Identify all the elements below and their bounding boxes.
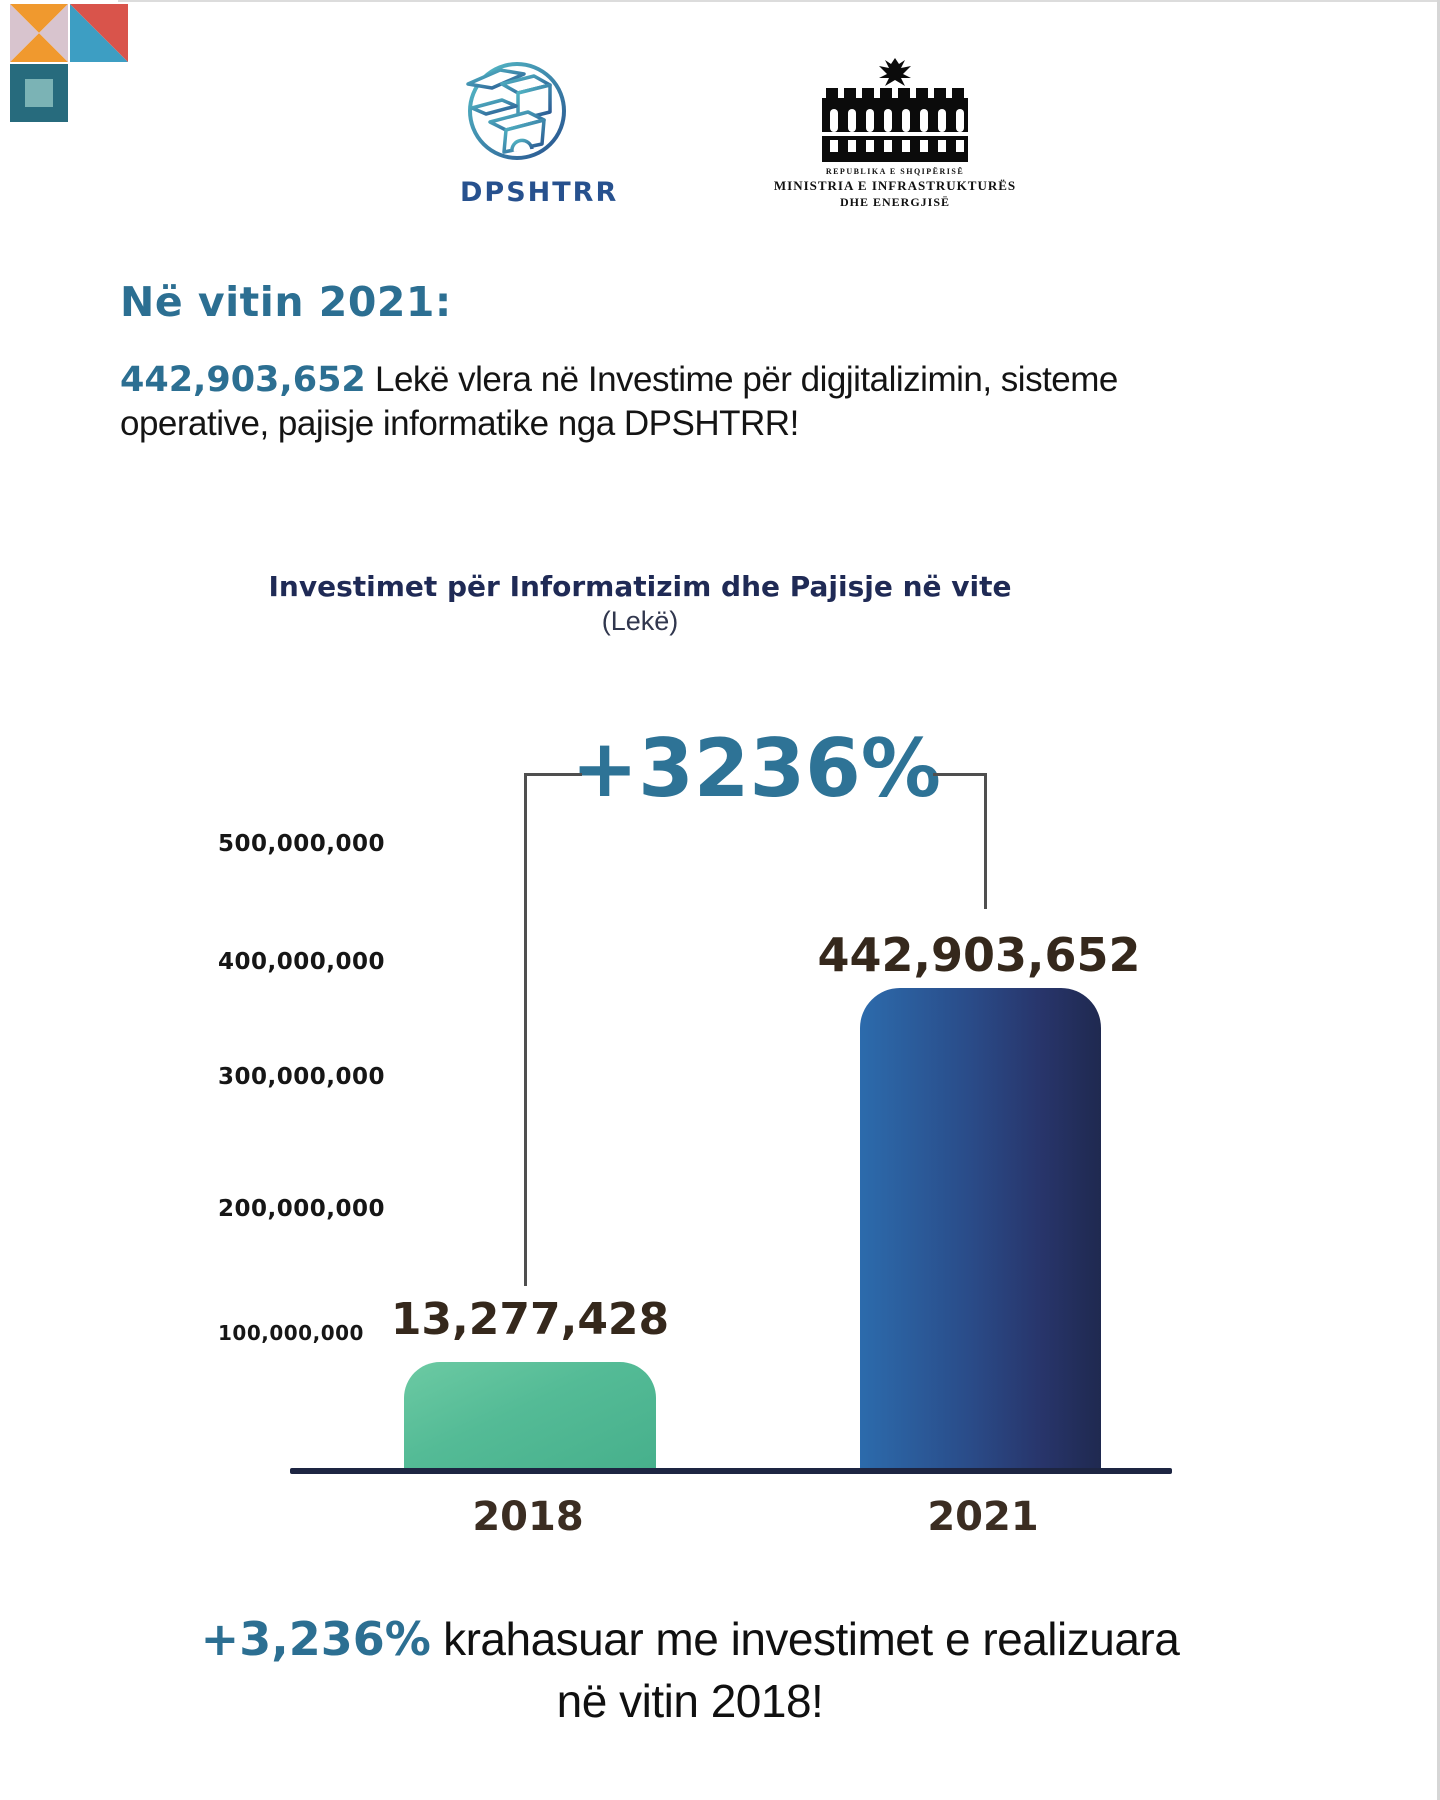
bar-value-2021: 442,903,652 <box>817 928 1141 982</box>
bracket-line-right-vertical <box>984 773 987 909</box>
chart-title: Investimet për Informatizim dhe Pajisje … <box>268 570 1012 603</box>
bracket-line-left-vertical <box>524 773 527 1286</box>
x-label-2021: 2021 <box>927 1494 1039 1540</box>
bracket-line-right-horizontal <box>933 773 987 776</box>
page-title: Në vitin 2021: <box>120 278 452 326</box>
bracket-line-left-horizontal <box>524 773 582 776</box>
dpshtrr-logo-icon <box>466 62 566 160</box>
eagle-icon <box>879 58 911 86</box>
footer-body-line2: në vitin 2018! <box>556 1675 824 1727</box>
intro-paragraph: 442,903,652 Lekë vlera në Investime për … <box>120 358 1210 445</box>
growth-annotation: +3236% <box>571 722 941 815</box>
bar-value-2018: 13,277,428 <box>390 1294 670 1345</box>
intro-body-line2: operative, pajisje informatike nga DPSHT… <box>120 404 799 443</box>
dpshtrr-logo-label: DPSHTRR <box>460 177 619 208</box>
intro-body-line1: Lekë vlera në Investime për digjitalizim… <box>365 360 1118 399</box>
y-tick-100m: 100,000,000 <box>218 1321 364 1345</box>
page-right-edge <box>1437 0 1440 1800</box>
intro-amount: 442,903,652 <box>120 360 366 400</box>
bar-2021 <box>860 988 1101 1468</box>
footer-body-line1: krahasuar me investimet e realizuara <box>430 1613 1180 1665</box>
page-top-edge <box>118 0 1440 2</box>
y-tick-500m: 500,000,000 <box>218 831 386 857</box>
y-tick-300m: 300,000,000 <box>218 1064 386 1090</box>
dpshtrr-logo: DPSHTRR <box>460 58 619 208</box>
x-axis-line <box>290 1468 1172 1474</box>
footer-highlight: +3,236% <box>200 1612 431 1666</box>
chart-unit-label: (Lekë) <box>601 606 679 636</box>
decor-mosaic-icon <box>8 2 130 129</box>
x-label-2018: 2018 <box>472 1494 584 1540</box>
y-tick-400m: 400,000,000 <box>218 949 386 975</box>
ministry-republic-line: REPUBLIKA E SHQIPËRISË <box>825 167 965 176</box>
footer-summary: +3,236% krahasuar me investimet e realiz… <box>0 1608 1380 1732</box>
ministry-logo: REPUBLIKA E SHQIPËRISË MINISTRIA E INFRA… <box>740 56 1050 210</box>
y-tick-200m: 200,000,000 <box>218 1196 386 1222</box>
bar-2018 <box>404 1362 656 1468</box>
building-icon <box>822 88 968 162</box>
ministry-name-line: MINISTRIA E INFRASTRUKTURËS <box>773 178 1017 193</box>
ministry-name-line2: DHE ENERGJISË <box>839 195 951 209</box>
